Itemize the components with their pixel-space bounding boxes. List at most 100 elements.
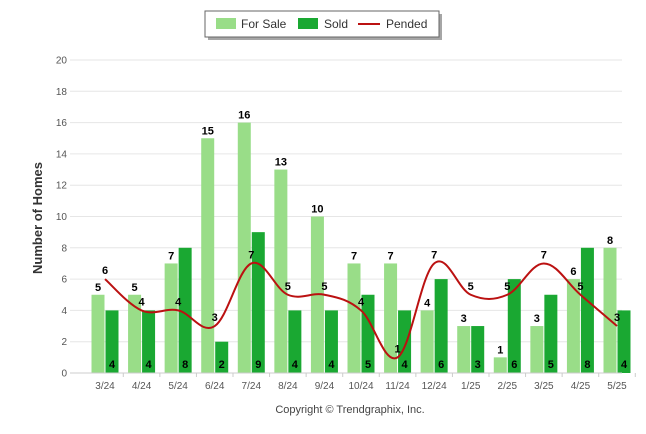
data-label-pended-8-24: 5 <box>285 281 291 293</box>
bar-sold-11-24 <box>398 310 412 373</box>
y-tick-label: 10 <box>56 212 68 223</box>
bar-for-sale-8-24 <box>274 169 288 373</box>
bar-for-sale-4-24 <box>128 294 142 373</box>
data-label-sold-11-24: 4 <box>402 359 409 371</box>
x-tick-label: 3/25 <box>534 381 554 392</box>
x-tick-label: 9/24 <box>315 381 335 392</box>
x-tick-label: 11/24 <box>385 381 410 392</box>
data-label-pended-1-25: 5 <box>468 281 474 293</box>
data-label-pended-4-24: 4 <box>139 296 146 308</box>
bar-sold-8-24 <box>288 310 302 373</box>
x-tick-label: 5/25 <box>607 381 627 392</box>
y-tick-label: 18 <box>56 87 68 98</box>
chart-legend: For Sale Sold Pended <box>204 10 442 40</box>
y-tick-label: 6 <box>61 275 67 286</box>
bar-sold-1-25 <box>471 326 485 373</box>
data-label-for-sale-10-24: 7 <box>351 250 357 262</box>
data-label-for-sale-6-24: 15 <box>202 125 214 137</box>
data-label-for-sale-5-24: 7 <box>168 250 174 262</box>
data-label-pended-3-25: 7 <box>541 249 547 261</box>
legend-label-pended: Pended <box>386 17 427 31</box>
data-label-sold-2-25: 6 <box>511 359 517 371</box>
x-tick-label: 5/24 <box>168 381 188 392</box>
bar-for-sale-10-24 <box>347 263 361 373</box>
x-tick-label: 7/24 <box>242 381 262 392</box>
data-label-for-sale-8-24: 13 <box>275 157 287 169</box>
y-tick-label: 14 <box>56 149 68 160</box>
chart-pended-line <box>104 260 618 360</box>
data-label-sold-6-24: 2 <box>219 359 225 371</box>
data-label-for-sale-3-25: 3 <box>534 313 540 325</box>
copyright-text: Copyright © Trendgraphix, Inc. <box>275 404 424 416</box>
data-label-sold-10-24: 5 <box>365 359 371 371</box>
legend-swatch-for-sale <box>216 18 236 29</box>
data-label-pended-11-24: 1 <box>395 343 401 355</box>
data-label-sold-1-25: 3 <box>475 359 481 371</box>
data-label-for-sale-4-25: 6 <box>570 266 576 278</box>
bar-sold-12-24 <box>434 279 448 373</box>
data-label-pended-2-25: 5 <box>504 281 510 293</box>
x-tick-label: 10/24 <box>348 381 373 392</box>
data-label-sold-8-24: 4 <box>292 359 299 371</box>
bar-sold-5-25 <box>617 310 631 373</box>
bar-sold-7-24 <box>251 232 265 373</box>
data-label-pended-10-24: 4 <box>358 296 365 308</box>
data-label-pended-12-24: 7 <box>431 249 437 261</box>
bar-for-sale-12-24 <box>420 310 434 373</box>
bar-sold-2-25 <box>507 279 521 373</box>
y-axis-label: Number of Homes <box>30 162 45 274</box>
x-tick-label: 12/24 <box>422 381 447 392</box>
data-label-for-sale-2-25: 1 <box>497 344 503 356</box>
data-label-for-sale-5-25: 8 <box>607 235 613 247</box>
data-label-pended-4-25: 5 <box>577 281 583 293</box>
x-tick-label: 6/24 <box>205 381 225 392</box>
bar-sold-6-24 <box>215 341 229 373</box>
y-tick-label: 0 <box>61 369 67 380</box>
data-label-sold-3-24: 4 <box>109 359 116 371</box>
chart-grid <box>70 59 622 374</box>
y-tick-label: 8 <box>61 243 67 254</box>
data-label-sold-7-24: 9 <box>255 359 261 371</box>
y-tick-label: 16 <box>56 118 68 129</box>
x-tick-label: 2/25 <box>498 381 518 392</box>
bar-sold-5-24 <box>178 247 192 373</box>
y-tick-label: 12 <box>56 181 68 192</box>
bar-for-sale-5-24 <box>164 263 178 373</box>
bar-for-sale-4-25 <box>566 279 580 373</box>
legend-swatch-sold <box>298 18 318 29</box>
data-label-for-sale-1-25: 3 <box>461 313 467 325</box>
bar-sold-3-24 <box>105 310 119 373</box>
bar-sold-4-24 <box>142 310 156 373</box>
y-tick-label: 4 <box>61 306 67 317</box>
data-label-pended-3-24: 6 <box>102 265 108 277</box>
data-label-for-sale-4-24: 5 <box>132 282 138 294</box>
x-tick-label: 1/25 <box>461 381 481 392</box>
bar-for-sale-3-24 <box>91 294 105 373</box>
x-tick-label: 4/24 <box>132 381 152 392</box>
bar-for-sale-5-25 <box>603 247 617 373</box>
legend-label-sold: Sold <box>324 17 348 31</box>
x-tick-label: 8/24 <box>278 381 298 392</box>
data-label-sold-4-24: 4 <box>146 359 153 371</box>
x-tick-label: 4/25 <box>571 381 591 392</box>
bar-for-sale-7-24 <box>237 122 251 373</box>
data-label-pended-9-24: 5 <box>321 281 327 293</box>
y-tick-label: 20 <box>56 56 68 67</box>
chart-bars <box>91 122 631 373</box>
data-label-sold-4-25: 8 <box>584 359 590 371</box>
bar-sold-3-25 <box>544 294 558 373</box>
data-label-sold-3-25: 5 <box>548 359 554 371</box>
data-label-for-sale-7-24: 16 <box>238 110 250 122</box>
bar-for-sale-11-24 <box>384 263 398 373</box>
bar-for-sale-1-25 <box>457 326 471 373</box>
data-label-for-sale-9-24: 10 <box>311 204 323 216</box>
data-label-sold-5-24: 8 <box>182 359 188 371</box>
data-label-pended-7-24: 7 <box>248 249 254 261</box>
data-label-sold-5-25: 4 <box>621 359 628 371</box>
pended-series-line <box>104 260 618 360</box>
data-label-pended-5-24: 4 <box>175 296 182 308</box>
bar-for-sale-3-25 <box>530 326 544 373</box>
